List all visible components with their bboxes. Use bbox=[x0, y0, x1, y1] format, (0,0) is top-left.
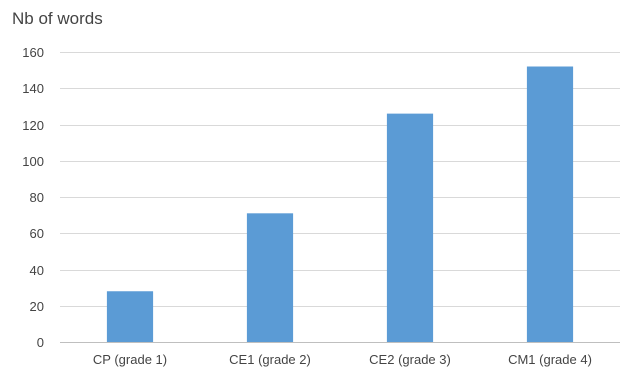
y-tick-label: 100 bbox=[22, 154, 44, 169]
bar bbox=[526, 66, 574, 342]
y-tick-labels: 0 20 40 60 80 100 120 140 160 bbox=[22, 45, 44, 350]
bar bbox=[246, 213, 294, 342]
y-tick-label: 0 bbox=[37, 335, 44, 350]
y-tick-label: 140 bbox=[22, 81, 44, 96]
y-tick-label: 120 bbox=[22, 118, 44, 133]
y-tick-label: 20 bbox=[30, 299, 44, 314]
y-tick-label: 80 bbox=[30, 190, 44, 205]
x-tick-label: CE2 (grade 3) bbox=[369, 352, 451, 367]
gridlines bbox=[60, 52, 620, 343]
y-tick-label: 60 bbox=[30, 226, 44, 241]
x-tick-label: CE1 (grade 2) bbox=[229, 352, 311, 367]
x-tick-label: CP (grade 1) bbox=[93, 352, 167, 367]
x-tick-labels: CP (grade 1) CE1 (grade 2) CE2 (grade 3) CM… bbox=[93, 352, 592, 367]
bars bbox=[106, 66, 574, 342]
bar bbox=[386, 113, 434, 342]
bar bbox=[106, 291, 154, 342]
y-tick-label: 160 bbox=[22, 45, 44, 60]
x-tick-label: CM1 (grade 4) bbox=[508, 352, 592, 367]
y-axis-label: Nb of words bbox=[12, 9, 103, 28]
y-tick-label: 40 bbox=[30, 263, 44, 278]
